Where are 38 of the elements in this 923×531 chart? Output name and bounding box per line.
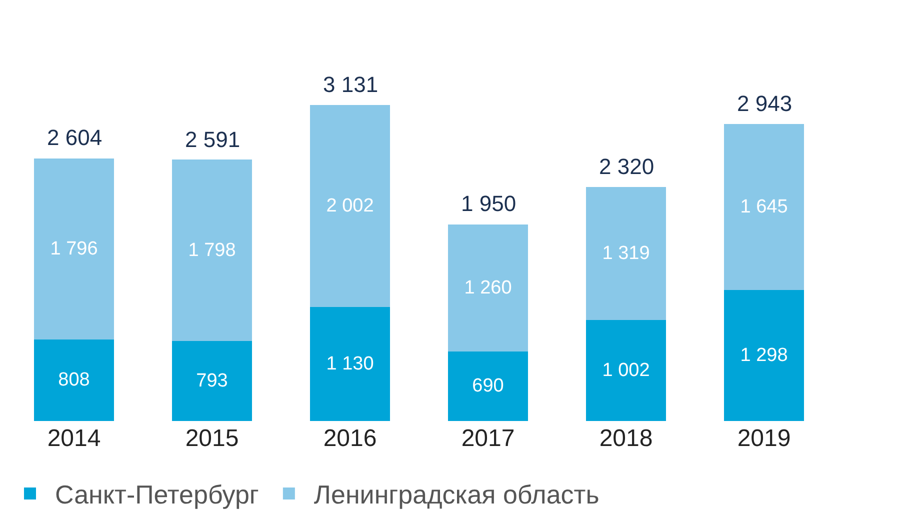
bar bbox=[34, 339, 114, 421]
data-label: 793 bbox=[196, 370, 228, 392]
total-label: 3 131 bbox=[323, 72, 378, 97]
data-label: 1 002 bbox=[602, 360, 650, 381]
x-tick-label: 2019 bbox=[737, 425, 791, 452]
bar bbox=[34, 158, 114, 340]
x-tick-label: 2015 bbox=[185, 425, 239, 452]
data-label: 1 130 bbox=[326, 353, 374, 374]
data-label: 1 796 bbox=[50, 238, 98, 260]
data-label: 1 260 bbox=[464, 277, 512, 298]
data-label: 1 319 bbox=[602, 242, 650, 264]
data-label: 690 bbox=[472, 376, 504, 397]
x-tick-label: 2016 bbox=[323, 425, 377, 452]
x-tick-label: 2014 bbox=[47, 425, 101, 452]
legend-label: Санкт-Петербург bbox=[55, 480, 259, 510]
bar bbox=[586, 186, 666, 320]
data-label: 2 002 bbox=[326, 195, 374, 216]
total-label: 2 943 bbox=[737, 91, 792, 116]
legend-label: Ленинградская область bbox=[314, 480, 600, 510]
bar bbox=[724, 290, 804, 421]
bar bbox=[172, 340, 252, 421]
bar bbox=[448, 224, 528, 352]
bar bbox=[310, 105, 390, 307]
total-label: 1 950 bbox=[461, 191, 516, 216]
total-label: 2 320 bbox=[599, 154, 654, 179]
data-label: 1 645 bbox=[740, 196, 788, 218]
data-label: 1 298 bbox=[740, 345, 788, 366]
bar bbox=[172, 160, 252, 341]
bar bbox=[586, 320, 666, 421]
x-tick-label: 2017 bbox=[461, 425, 515, 452]
data-label: 808 bbox=[58, 370, 90, 391]
bar bbox=[724, 124, 804, 290]
bar bbox=[448, 351, 528, 421]
bar bbox=[310, 306, 390, 421]
data-label: 1 798 bbox=[188, 240, 236, 261]
total-label: 2 591 bbox=[185, 127, 240, 152]
total-label: 2 604 bbox=[47, 125, 102, 150]
x-tick-label: 2018 bbox=[599, 425, 653, 452]
